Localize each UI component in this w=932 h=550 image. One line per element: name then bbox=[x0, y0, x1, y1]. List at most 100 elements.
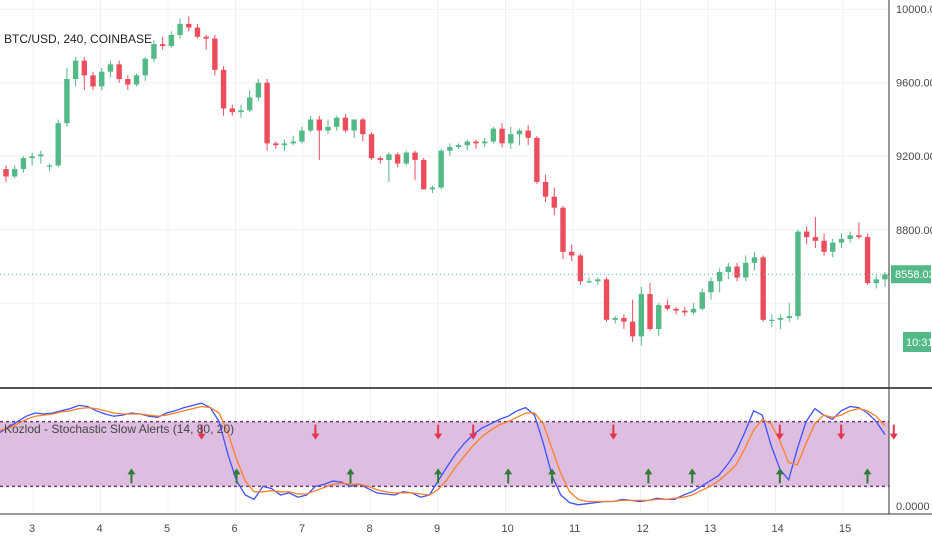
candle[interactable] bbox=[368, 132, 375, 160]
candle[interactable] bbox=[481, 137, 488, 148]
candle[interactable] bbox=[847, 231, 853, 243]
candle[interactable] bbox=[621, 314, 627, 330]
candle[interactable] bbox=[177, 18, 183, 39]
candle[interactable] bbox=[656, 303, 662, 337]
candle[interactable] bbox=[281, 139, 288, 151]
candle[interactable] bbox=[220, 66, 227, 116]
indicator-title[interactable]: Kozlod - Stochastic Slow Alerts (14, 80,… bbox=[4, 422, 234, 436]
candle[interactable] bbox=[777, 314, 784, 330]
candle[interactable] bbox=[568, 244, 575, 262]
symbol-title[interactable]: BTC/USD, 240, COINBASE bbox=[4, 32, 152, 46]
candle[interactable] bbox=[29, 152, 35, 166]
candle[interactable] bbox=[725, 262, 732, 280]
candle[interactable] bbox=[682, 306, 688, 317]
candle[interactable] bbox=[603, 277, 610, 322]
candle[interactable] bbox=[342, 113, 349, 133]
candle[interactable] bbox=[516, 128, 523, 146]
candle[interactable] bbox=[751, 251, 758, 271]
candle[interactable] bbox=[168, 31, 175, 48]
candle[interactable] bbox=[203, 34, 209, 50]
candle[interactable] bbox=[490, 126, 497, 144]
candle[interactable] bbox=[542, 174, 549, 203]
candle[interactable] bbox=[856, 222, 862, 239]
candle[interactable] bbox=[873, 275, 879, 289]
candle[interactable] bbox=[403, 150, 410, 166]
candle[interactable] bbox=[107, 60, 114, 78]
stochastic-pane[interactable] bbox=[0, 402, 932, 506]
candle[interactable] bbox=[464, 139, 470, 151]
candle[interactable] bbox=[255, 79, 262, 102]
candle[interactable] bbox=[690, 303, 697, 315]
candle[interactable] bbox=[3, 165, 9, 182]
candle[interactable] bbox=[151, 40, 157, 63]
candle[interactable] bbox=[803, 226, 810, 245]
candle[interactable] bbox=[586, 277, 592, 284]
candle[interactable] bbox=[246, 90, 253, 113]
candle[interactable] bbox=[212, 34, 218, 76]
candle[interactable] bbox=[264, 79, 270, 151]
candle[interactable] bbox=[299, 126, 305, 144]
candle[interactable] bbox=[429, 185, 436, 193]
candle[interactable] bbox=[438, 148, 444, 190]
price-candles[interactable] bbox=[0, 16, 889, 346]
candle[interactable] bbox=[455, 143, 462, 149]
candle[interactable] bbox=[81, 56, 88, 91]
candle[interactable] bbox=[194, 23, 201, 39]
candle[interactable] bbox=[46, 163, 53, 171]
candle[interactable] bbox=[38, 150, 44, 164]
candle[interactable] bbox=[421, 158, 427, 190]
candle[interactable] bbox=[186, 16, 192, 32]
candle[interactable] bbox=[612, 316, 618, 324]
candle[interactable] bbox=[229, 104, 235, 116]
candle[interactable] bbox=[716, 268, 723, 293]
candle[interactable] bbox=[159, 36, 166, 50]
candle[interactable] bbox=[838, 233, 845, 249]
candle[interactable] bbox=[133, 73, 140, 87]
candle[interactable] bbox=[821, 233, 827, 256]
candle[interactable] bbox=[525, 124, 531, 146]
candle[interactable] bbox=[386, 152, 392, 182]
candle[interactable] bbox=[577, 253, 584, 285]
candle[interactable] bbox=[560, 205, 566, 260]
candle[interactable] bbox=[769, 314, 775, 328]
candle[interactable] bbox=[273, 141, 279, 149]
candle[interactable] bbox=[647, 283, 653, 331]
candle[interactable] bbox=[708, 277, 714, 300]
candle[interactable] bbox=[664, 299, 671, 311]
candle[interactable] bbox=[290, 136, 296, 146]
candle[interactable] bbox=[351, 119, 357, 138]
candle[interactable] bbox=[307, 115, 314, 133]
candle[interactable] bbox=[90, 71, 96, 91]
candle[interactable] bbox=[325, 119, 331, 135]
candle[interactable] bbox=[125, 75, 131, 91]
candle[interactable] bbox=[734, 262, 740, 282]
candle[interactable] bbox=[760, 255, 766, 322]
candle[interactable] bbox=[334, 115, 340, 131]
candle[interactable] bbox=[629, 299, 636, 342]
candle[interactable] bbox=[795, 229, 801, 320]
candle[interactable] bbox=[64, 68, 70, 127]
candle[interactable] bbox=[534, 136, 540, 184]
candle[interactable] bbox=[551, 187, 557, 216]
candle[interactable] bbox=[316, 115, 323, 160]
candle[interactable] bbox=[377, 156, 383, 164]
candle[interactable] bbox=[638, 286, 645, 346]
candle[interactable] bbox=[360, 117, 366, 142]
candle[interactable] bbox=[864, 233, 871, 285]
candle[interactable] bbox=[812, 216, 819, 249]
candle[interactable] bbox=[116, 60, 122, 83]
candle[interactable] bbox=[595, 277, 601, 285]
candle[interactable] bbox=[12, 165, 18, 179]
candle[interactable] bbox=[743, 255, 749, 282]
candle[interactable] bbox=[673, 306, 679, 315]
candle[interactable] bbox=[394, 152, 401, 168]
candle[interactable] bbox=[20, 156, 27, 173]
candle[interactable] bbox=[499, 123, 505, 148]
candle[interactable] bbox=[99, 68, 105, 91]
candle[interactable] bbox=[699, 288, 705, 311]
candle[interactable] bbox=[412, 150, 418, 181]
candle[interactable] bbox=[72, 56, 79, 87]
candle[interactable] bbox=[55, 119, 61, 168]
candle[interactable] bbox=[786, 303, 792, 322]
